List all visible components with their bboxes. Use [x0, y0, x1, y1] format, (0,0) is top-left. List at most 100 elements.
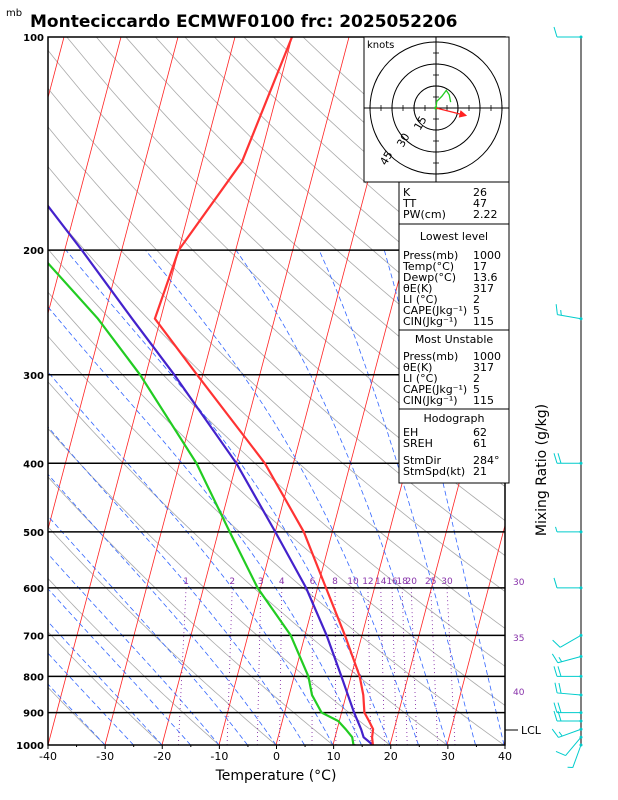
moist-adiabat-line: [48, 652, 134, 745]
isotherm-line: [0, 37, 7, 745]
mixing-ratio-label: 6: [310, 577, 316, 587]
dry-adiabat-line: [48, 335, 505, 745]
theta-e-label: 35: [513, 634, 524, 644]
wind-barb-feather: [553, 26, 558, 38]
pressure-tick-label: 700: [23, 631, 44, 642]
mixing-ratio-label: 8: [332, 577, 338, 587]
wind-barb-base: [579, 693, 583, 697]
hodo-row-name: SREH: [403, 437, 433, 450]
wind-barb-feather: [551, 728, 559, 738]
hodo-row-name: StmDir: [403, 454, 442, 467]
info-box: [398, 223, 510, 331]
dry-adiabat-line: [95, 37, 505, 422]
hodo-row-name: EH: [403, 426, 418, 439]
info-box: [398, 181, 510, 225]
wind-barb-base: [579, 530, 583, 534]
wind-barb-feather: [555, 304, 558, 315]
wind-barb-half-feather: [558, 657, 563, 662]
wind-barb-feather: [553, 710, 558, 722]
temperature-tick-label: 0: [273, 750, 280, 763]
unstable-row-name: LI (°C): [403, 372, 438, 385]
temperature-tick-label: 30: [441, 750, 455, 763]
dry-adiabat-line: [48, 291, 505, 706]
wind-barb-feather: [553, 577, 558, 589]
wind-barb-half-feather: [555, 526, 558, 533]
hodo-ring-label-45: 45: [377, 149, 395, 168]
dry-adiabat-line: [48, 526, 277, 745]
hodo-ring-label-30: 30: [394, 131, 412, 150]
wind-barb-base: [579, 743, 583, 747]
lowest-row-value: 17: [473, 260, 487, 273]
moist-adiabat-line: [48, 683, 106, 745]
temperature-tick-label: 20: [384, 750, 398, 763]
lowest-row-name: Press(mb): [403, 249, 458, 262]
dry-adiabat-line: [48, 49, 505, 488]
isotherm-line: [446, 523, 505, 745]
hodo-row-value: 62: [473, 426, 487, 439]
dry-adiabat-line: [48, 166, 505, 593]
lcl-label: LCL: [521, 724, 542, 737]
temperature-curve: [153, 37, 375, 745]
isotherm-line: [561, 37, 618, 745]
index-name: TT: [402, 197, 417, 210]
wind-barb-feather: [552, 639, 561, 648]
temperature-tick-label: 40: [498, 750, 512, 763]
hodo-row-value: 21: [473, 465, 487, 478]
wind-barb-base: [579, 711, 583, 715]
theta-e-label: 40: [513, 688, 525, 698]
pressure-tick-label: 900: [23, 709, 44, 720]
right-axis-label: Mixing Ratio (g/kg): [534, 404, 550, 536]
wind-barb-staff: [557, 656, 582, 664]
wind-barb-feather: [554, 682, 558, 694]
wind-barb-base: [579, 719, 583, 723]
lowest-row-value: 5: [473, 304, 480, 317]
lowest-level-heading: Lowest level: [420, 230, 488, 243]
moist-adiabat-line: [48, 515, 248, 745]
dry-adiabat-line: [48, 206, 505, 629]
unstable-row-value: 115: [473, 394, 494, 407]
mixing-ratio-label: 14: [375, 577, 387, 587]
wind-barb-feather: [553, 702, 558, 713]
temperature-tick-label: -40: [39, 750, 57, 763]
unstable-row-name: CIN(Jkg⁻¹): [403, 394, 458, 407]
lowest-row-name: Dewp(°C): [403, 271, 456, 284]
wind-barb-base: [579, 727, 583, 731]
isotherm-line: [104, 37, 293, 745]
lowest-row-value: 115: [473, 315, 494, 328]
isotherms: [0, 37, 618, 745]
wind-barb-staff: [557, 692, 582, 696]
pressure-tick-label: 100: [23, 33, 44, 44]
index-name: PW(cm): [403, 208, 446, 221]
pressure-unit: mb: [6, 8, 22, 19]
wind-barb-base: [579, 633, 583, 637]
mixing-ratio-label: 1: [183, 577, 189, 587]
pressure-tick-label: 300: [23, 371, 44, 382]
parcel-curve: [48, 204, 374, 745]
mixing-ratio-label: 2: [229, 577, 235, 587]
isotherm-line: [48, 37, 179, 531]
lowest-row-name: CIN(Jkg⁻¹): [403, 315, 458, 328]
wind-barb-feather: [553, 453, 558, 464]
hodo-ticks: [369, 41, 503, 175]
wind-barb-feather: [557, 702, 562, 713]
hodo-unit-label: knots: [367, 40, 394, 51]
mixing-ratio-line: [256, 587, 262, 745]
dry-adiabat-line: [48, 428, 391, 745]
temperature-tick-label: 10: [327, 750, 341, 763]
wind-barb-base: [579, 674, 583, 678]
wind-barb-base: [579, 461, 583, 465]
theta-e-label: 30: [513, 578, 525, 588]
wind-barb-feather: [558, 682, 562, 694]
temperature-tick-label: -10: [210, 750, 228, 763]
index-value: 2.22: [473, 208, 498, 221]
pressure-tick-label: 400: [23, 459, 44, 470]
mixing-ratio-label: 18: [396, 577, 408, 587]
unstable-row-value: 5: [473, 383, 480, 396]
chart-title: Monteciccardo ECMWF0100 frc: 2025052206: [30, 12, 458, 32]
lowest-row-value: 13.6: [473, 271, 498, 284]
unstable-row-name: θE(K): [403, 361, 432, 374]
dry-adiabat-line: [66, 37, 505, 454]
hodo-ring-label-15: 15: [411, 114, 429, 133]
